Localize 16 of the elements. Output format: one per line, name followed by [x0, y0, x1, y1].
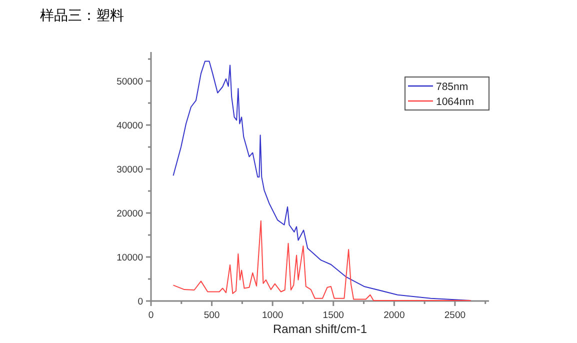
y-tick-label: 50000	[116, 76, 143, 88]
y-tick-label: 20000	[116, 208, 143, 220]
y-tick-label: 0	[138, 296, 143, 308]
x-tick-label: 2000	[384, 310, 405, 321]
x-axis-title: Raman shift/cm-1	[272, 322, 368, 336]
x-tick-label: 0	[148, 310, 154, 321]
legend-label: 1064nm	[436, 96, 474, 108]
x-tick-label: 2500	[444, 310, 466, 321]
x-tick-label: 1500	[322, 310, 344, 321]
legend-label: 785nm	[436, 81, 468, 93]
y-tick-label: 10000	[116, 252, 143, 264]
title: 样品三：塑料	[40, 8, 124, 24]
y-tick-label: 30000	[116, 164, 143, 176]
y-tick-label: 40000	[116, 120, 143, 132]
x-tick-label: 1000	[262, 310, 284, 321]
x-tick-label: 500	[204, 310, 220, 321]
